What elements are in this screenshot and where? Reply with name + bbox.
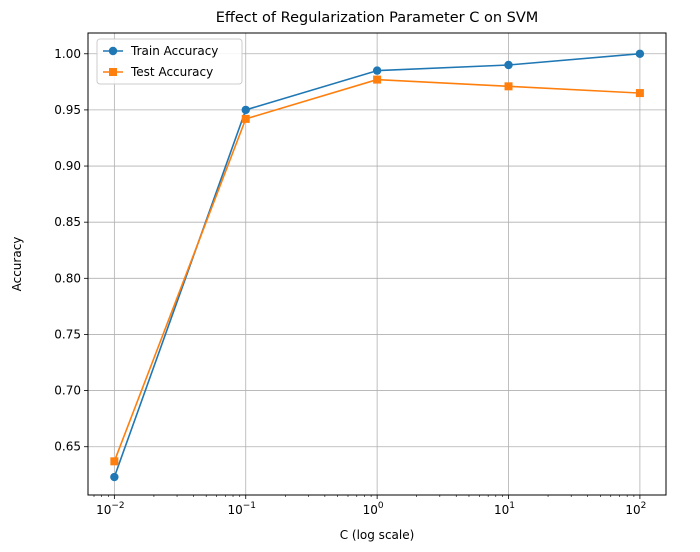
y-tick-label: 0.65	[54, 440, 81, 454]
legend-item: Test Accuracy	[103, 65, 213, 79]
series-layer	[110, 49, 645, 482]
legend: Train Accuracy Test Accuracy	[96, 38, 243, 85]
x-tick-label: 100	[363, 501, 384, 517]
data-point	[372, 66, 382, 75]
y-tick-label: 0.70	[54, 384, 81, 398]
legend-label: Train Accuracy	[130, 44, 218, 58]
legend-item: Train Accuracy	[103, 44, 218, 58]
legend-marker	[108, 46, 118, 56]
y-axis-ticks: 0.65 0.70 0.75 0.80 0.85 0.90 0.95 1.00	[54, 47, 88, 454]
data-point	[504, 82, 513, 91]
data-point	[635, 49, 645, 58]
grid-lines	[88, 33, 666, 495]
y-tick-label: 0.80	[54, 271, 81, 285]
chart-title: Effect of Regularization Parameter C on …	[216, 10, 539, 26]
y-tick-label: 0.85	[54, 215, 81, 229]
legend-marker	[109, 68, 117, 76]
data-point	[110, 472, 119, 482]
data-point	[504, 60, 513, 70]
series-2	[110, 75, 644, 466]
x-tick-label: 10−2	[96, 501, 125, 517]
x-axis-label: C (log scale)	[340, 528, 415, 542]
y-tick-label: 0.90	[54, 159, 81, 173]
data-point	[635, 89, 644, 98]
y-tick-label: 1.00	[54, 47, 81, 61]
y-axis-label: Accuracy	[10, 237, 24, 292]
x-tick-label: 102	[625, 501, 646, 517]
y-tick-label: 0.95	[54, 103, 81, 117]
x-tick-label: 10−1	[227, 501, 256, 517]
x-tick-label: 101	[494, 501, 515, 517]
data-point	[373, 75, 382, 84]
legend-box	[96, 38, 243, 85]
data-point	[241, 105, 250, 115]
data-point	[241, 114, 250, 123]
x-axis-ticks: 10−2 10−1 100 101 102	[93, 495, 646, 517]
y-tick-label: 0.75	[54, 327, 81, 341]
legend-label: Test Accuracy	[130, 65, 213, 79]
data-point	[110, 457, 119, 466]
